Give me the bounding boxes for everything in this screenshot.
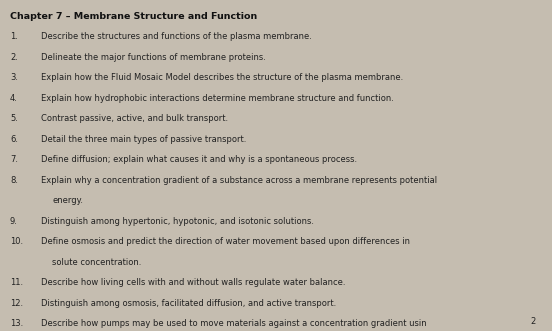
Text: Define osmosis and predict the direction of water movement based upon difference: Define osmosis and predict the direction… bbox=[41, 237, 410, 246]
Text: 2.: 2. bbox=[10, 53, 18, 62]
Text: Define diffusion; explain what causes it and why is a spontaneous process.: Define diffusion; explain what causes it… bbox=[41, 155, 358, 164]
Text: 13.: 13. bbox=[10, 319, 23, 328]
Text: 2: 2 bbox=[530, 317, 535, 326]
Text: energy.: energy. bbox=[52, 196, 83, 205]
Text: 8.: 8. bbox=[10, 176, 18, 185]
Text: solute concentration.: solute concentration. bbox=[52, 258, 142, 267]
Text: Explain how hydrophobic interactions determine membrane structure and function.: Explain how hydrophobic interactions det… bbox=[41, 94, 394, 103]
Text: Delineate the major functions of membrane proteins.: Delineate the major functions of membran… bbox=[41, 53, 266, 62]
Text: Chapter 7 – Membrane Structure and Function: Chapter 7 – Membrane Structure and Funct… bbox=[10, 12, 257, 21]
Text: 6.: 6. bbox=[10, 135, 18, 144]
Text: Contrast passive, active, and bulk transport.: Contrast passive, active, and bulk trans… bbox=[41, 114, 229, 123]
Text: Detail the three main types of passive transport.: Detail the three main types of passive t… bbox=[41, 135, 247, 144]
Text: 5.: 5. bbox=[10, 114, 18, 123]
Text: 12.: 12. bbox=[10, 299, 23, 308]
Text: 9.: 9. bbox=[10, 217, 18, 226]
Text: 3.: 3. bbox=[10, 73, 18, 82]
Text: 4.: 4. bbox=[10, 94, 18, 103]
Text: Distinguish among hypertonic, hypotonic, and isotonic solutions.: Distinguish among hypertonic, hypotonic,… bbox=[41, 217, 315, 226]
Text: 1.: 1. bbox=[10, 32, 18, 41]
Text: Explain how the Fluid Mosaic Model describes the structure of the plasma membran: Explain how the Fluid Mosaic Model descr… bbox=[41, 73, 404, 82]
Text: Explain why a concentration gradient of a substance across a membrane represents: Explain why a concentration gradient of … bbox=[41, 176, 438, 185]
Text: Describe how pumps may be used to move materials against a concentration gradien: Describe how pumps may be used to move m… bbox=[41, 319, 427, 328]
Text: Describe how living cells with and without walls regulate water balance.: Describe how living cells with and witho… bbox=[41, 278, 346, 287]
Text: 11.: 11. bbox=[10, 278, 23, 287]
Text: Describe the structures and functions of the plasma membrane.: Describe the structures and functions of… bbox=[41, 32, 312, 41]
Text: 10.: 10. bbox=[10, 237, 23, 246]
Text: Distinguish among osmosis, facilitated diffusion, and active transport.: Distinguish among osmosis, facilitated d… bbox=[41, 299, 337, 308]
Text: 7.: 7. bbox=[10, 155, 18, 164]
